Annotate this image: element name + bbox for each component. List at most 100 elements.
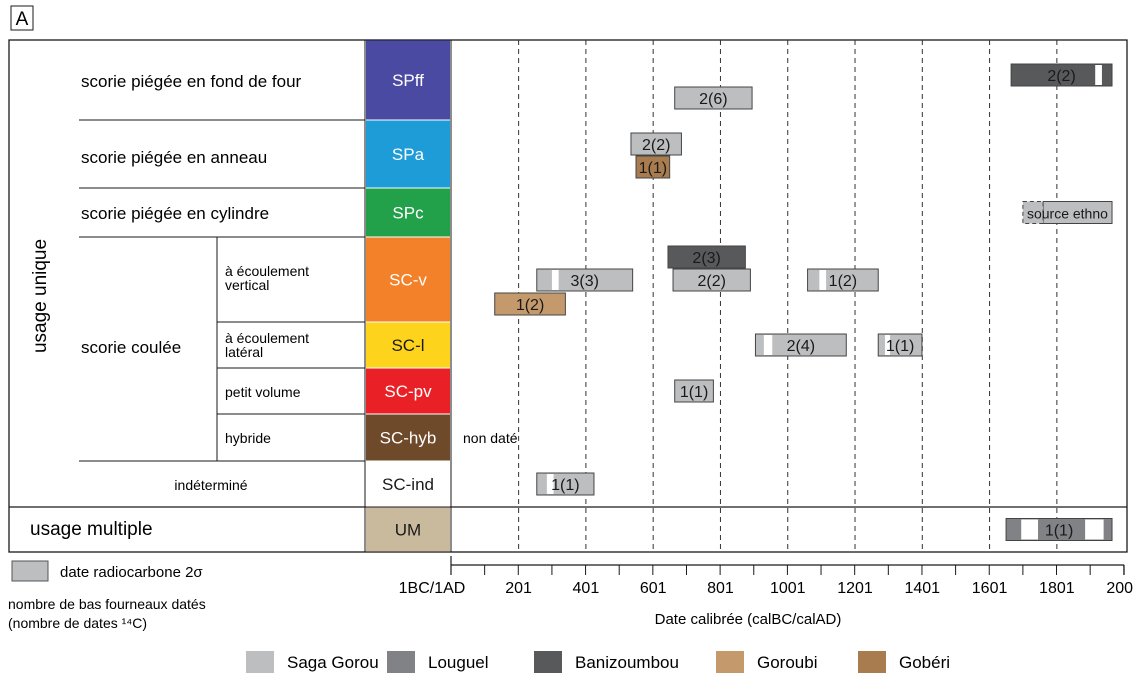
legend-swatch-louguel [387, 651, 415, 673]
bar-label: 1(1) [1045, 523, 1073, 540]
tick-label: 1801 [1039, 580, 1075, 597]
date-bar: source ethno [1022, 201, 1113, 224]
tick-label: 1BC/1AD [399, 580, 466, 597]
legend-note-2: (nombre de dates ¹⁴C) [8, 615, 147, 631]
code-cell-scpv [366, 368, 450, 414]
usage-unique-label: usage unique [30, 239, 51, 353]
bar-gap [551, 270, 559, 290]
legend-radiocarbon-label: date radiocarbone 2σ [60, 564, 203, 581]
label-petit-volume: petit volume [225, 384, 301, 400]
code-cell-spc [366, 188, 450, 237]
gridlines [518, 40, 1058, 552]
date-bar: 1(1) [1005, 518, 1113, 541]
code-cell-scv [366, 237, 450, 322]
legend-site-label: Gobéri [899, 653, 950, 672]
bar-label: source ethno [1027, 206, 1108, 222]
date-bar: 2(2) [672, 268, 751, 292]
legend-site-label: Saga Gorou [287, 653, 379, 672]
label-ecoulement-vertical-2: vertical [225, 277, 269, 293]
legend-radiocarbon-swatch [11, 560, 49, 582]
date-bar: 3(3) [536, 268, 634, 292]
label-ecoulement-lateral-2: latéral [225, 344, 263, 360]
code-label-spa: SPa [392, 145, 425, 164]
bar-label: 1(1) [551, 477, 579, 494]
panel-label: A [16, 9, 29, 30]
tick-label: 1001 [770, 580, 806, 597]
date-bar: 2(4) [754, 333, 847, 357]
tick-label: 1201 [837, 580, 873, 597]
code-label-scv: SC-v [389, 271, 427, 290]
bar-label: 1(2) [829, 273, 857, 290]
panel-label-box [10, 5, 34, 31]
bar-rect [494, 292, 566, 316]
code-label-spc: SPc [392, 204, 424, 223]
bar-label: 2(6) [699, 91, 727, 108]
legend-swatch-goroubi [716, 651, 744, 673]
bar-rect [754, 333, 847, 357]
date-bar: 1(1) [635, 155, 671, 179]
bar-label: 1(1) [639, 160, 667, 177]
bar-rect [672, 268, 751, 292]
bar-dashed-part [1022, 201, 1044, 224]
tick-label: 1601 [972, 580, 1008, 597]
label-indetermine: indéterminé [174, 477, 247, 493]
date-bar: 2(2) [1010, 63, 1113, 87]
label-spa: scorie piégée en anneau [81, 148, 267, 167]
tick-label: 2001 [1106, 580, 1134, 597]
bar-rect [1010, 63, 1113, 87]
date-bar: 1(2) [807, 268, 879, 292]
date-bar: 1(1) [536, 472, 595, 496]
bar-gap [819, 270, 827, 290]
usage-multiple-label: usage multiple [30, 519, 153, 540]
non-date-label: non daté [463, 430, 518, 446]
legend-site-label: Banizoumbou [575, 653, 679, 672]
bar-gap [1095, 65, 1102, 85]
date-bar: 2(3) [667, 245, 746, 269]
bar-rect [635, 155, 671, 179]
label-spff: scorie piégée en fond de four [81, 72, 302, 91]
date-bar: 1(2) [494, 292, 566, 316]
code-cell-spa [366, 120, 450, 188]
bar-label: 2(2) [1047, 68, 1075, 85]
bar-gap [763, 335, 773, 355]
code-cell-spff [366, 40, 450, 120]
legend-swatch-saga-gorou [246, 651, 274, 673]
bar-rect [674, 86, 753, 110]
code-cells: SPff SPa SPc SC-v SC-l SC-pv SC-hyb SC-ind UM [366, 40, 450, 552]
date-bars: 2(2) 2(6) 2(2) 1(1) source ethno 2(3) 3(3) 2(2)… [494, 63, 1113, 541]
tick-label: 401 [573, 580, 600, 597]
x-axis: 1BC/1AD 201 401 601 801 1001 1201 1401 1601 1801 2… [399, 556, 1134, 597]
date-bar: 1(1) [877, 333, 923, 357]
bar-rect [630, 132, 682, 156]
category-grid [79, 40, 452, 552]
bar-label: 1(1) [680, 384, 708, 401]
tick-label: 201 [505, 580, 532, 597]
bar-label: 1(1) [886, 338, 914, 355]
x-axis-title: Date calibrée (calBC/calAD) [655, 611, 842, 628]
label-hybride: hybride [225, 430, 271, 446]
code-label-um: UM [395, 521, 421, 540]
bar-gap [1085, 519, 1104, 540]
code-cell-um [366, 507, 450, 552]
bar-label: 2(2) [642, 137, 670, 154]
code-cell-scl [366, 322, 450, 368]
legend-site-label: Goroubi [757, 653, 817, 672]
code-label-scl: SC-l [391, 336, 424, 355]
code-cell-schyb [366, 414, 450, 461]
tick-label: 1401 [904, 580, 940, 597]
date-bar: 2(2) [630, 132, 682, 156]
bar-gap [546, 474, 554, 494]
bar-label: 2(3) [692, 250, 720, 267]
bar-rect [674, 379, 714, 403]
tick-label: 601 [640, 580, 667, 597]
legend-note-1: nombre de bas fourneaux datés [8, 596, 206, 612]
bar-label: 1(2) [516, 297, 544, 314]
label-scorie-coulee: scorie coulée [81, 338, 181, 357]
code-label-schyb: SC-hyb [380, 429, 437, 448]
bar-rect [536, 268, 634, 292]
label-spc: scorie piégée en cylindre [81, 204, 269, 223]
site-legend: Saga Gorou Louguel Banizoumbou Goroubi Gobér… [246, 651, 950, 673]
bar-label: 2(4) [787, 338, 815, 355]
code-cell-scind [366, 461, 450, 507]
